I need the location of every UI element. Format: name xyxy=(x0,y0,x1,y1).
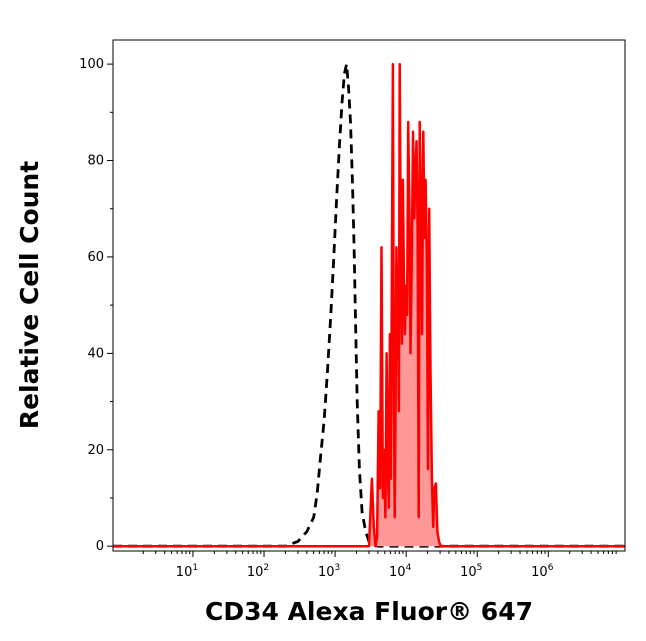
control-histogram-line xyxy=(113,62,625,548)
sample-histogram-fill xyxy=(113,64,625,547)
x-axis-title: CD34 Alexa Fluor® 647 xyxy=(205,597,533,626)
y-axis-title: Relative Cell Count xyxy=(15,161,44,429)
plot-frame xyxy=(112,39,626,552)
sample-histogram-line xyxy=(113,62,625,548)
x-tick-label: 101 xyxy=(176,563,198,580)
y-tick-label: 100 xyxy=(79,57,104,72)
x-tick-label: 106 xyxy=(531,563,554,580)
y-tick-label: 40 xyxy=(87,346,104,361)
y-tick-label: 60 xyxy=(87,250,104,265)
y-tick-label: 0 xyxy=(96,539,104,554)
x-tick-label: 104 xyxy=(389,563,412,580)
x-tick-label: 102 xyxy=(247,563,269,580)
x-tick-label: 103 xyxy=(318,563,340,580)
y-tick-label: 20 xyxy=(87,443,104,458)
x-tick-label: 105 xyxy=(460,563,482,580)
y-tick-label: 80 xyxy=(87,154,104,169)
